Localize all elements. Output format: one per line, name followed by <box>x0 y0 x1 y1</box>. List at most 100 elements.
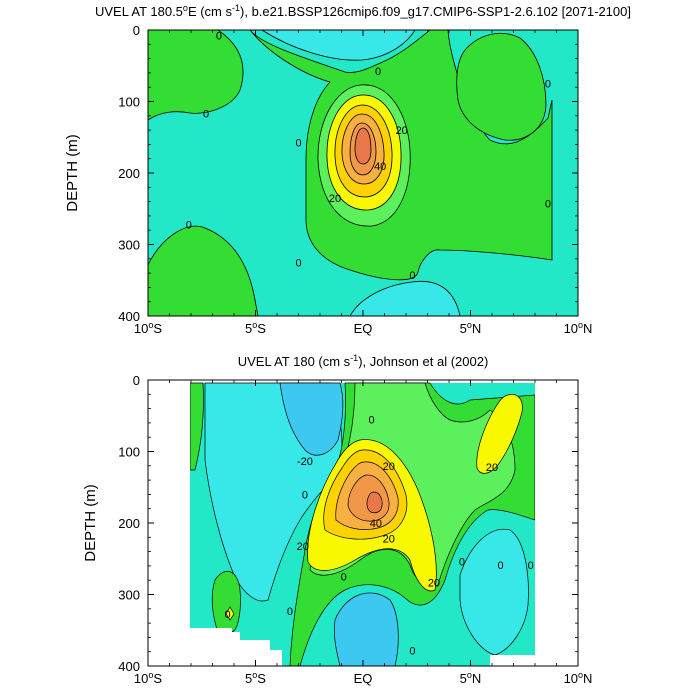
x-tick-deg: o <box>148 320 153 330</box>
contour-label: 0 <box>224 609 230 621</box>
contour-label: 0 <box>287 606 293 618</box>
region-west-green <box>189 382 204 471</box>
x-tick-hem: S <box>257 321 266 336</box>
contour-label: 0 <box>341 572 347 584</box>
x-tick-deg: o <box>252 670 257 680</box>
contour-label: 40 <box>374 161 386 173</box>
region-orange-4 <box>366 491 383 514</box>
x-tick-num: 5 <box>245 671 252 686</box>
region-yellow-east <box>476 394 523 474</box>
contour-label: -20 <box>297 456 313 468</box>
x-tick-deg: o <box>467 670 472 680</box>
x-tick-num: 5 <box>460 671 467 686</box>
contour-label: 20 <box>396 125 408 137</box>
x-tick-deg: o <box>578 670 583 680</box>
x-tick-label: 5oS <box>245 320 266 336</box>
missing-data-mask <box>148 380 282 666</box>
chart-title-bottom: UVEL AT 180 (cm s-1), Johnson et al (200… <box>238 353 489 369</box>
y-tick-label: 100 <box>118 95 140 110</box>
contour-fill-top <box>148 30 578 316</box>
x-tick-hem: S <box>153 321 162 336</box>
contour-label: 0 <box>545 199 551 211</box>
contour-label: 20 <box>297 541 309 553</box>
contour-label: 0 <box>295 137 301 149</box>
x-tick-label: EQ <box>354 321 373 336</box>
x-tick-label: 10oN <box>564 320 593 336</box>
contour-label: 20 <box>383 534 395 546</box>
x-tick-num: 10 <box>134 671 148 686</box>
contour-label: 0 <box>498 560 504 572</box>
region-west-lower <box>148 225 259 316</box>
region-cyan-deep-lower <box>334 592 399 666</box>
contour-label: 20 <box>383 461 395 473</box>
x-tick-deg: o <box>467 320 472 330</box>
region-cyan-deep <box>279 382 344 456</box>
region-aqua-east <box>459 528 529 656</box>
region-west-upper <box>148 30 244 121</box>
x-tick-hem: N <box>472 671 481 686</box>
region-cyan-bottom <box>349 280 461 316</box>
x-tick-num: 10 <box>134 321 148 336</box>
x-tick-deg: o <box>252 320 257 330</box>
x-tick-deg: o <box>148 670 153 680</box>
title-part: o <box>183 3 188 13</box>
contour-label: 0 <box>186 219 192 231</box>
x-tick-hem: S <box>257 671 266 686</box>
x-tick-num: 5 <box>245 321 252 336</box>
y-tick-label: 0 <box>133 23 140 38</box>
chart-title-top: UVEL AT 180.5oE (cm s-1), b.e21.BSSP126c… <box>95 3 631 19</box>
contour-label: 0 <box>409 645 415 657</box>
contour-label: 0 <box>375 66 381 78</box>
contour-label: 0 <box>369 414 375 426</box>
y-tick-label: 200 <box>118 166 140 181</box>
title-part: ), b.e21.BSSP126cmip6.f09_g17.CMIP6-SSP1… <box>240 4 631 19</box>
title-part: -1 <box>350 353 358 363</box>
title-part: -1 <box>232 3 240 13</box>
title-part: UVEL AT 180.5 <box>95 4 183 19</box>
y-tick-label: 200 <box>118 516 140 531</box>
x-tick-num: EQ <box>354 321 373 336</box>
title-part: ), Johnson et al (2002) <box>358 354 488 369</box>
contour-fill-bottom <box>148 380 578 666</box>
x-tick-hem: N <box>472 321 481 336</box>
contour-label: 0 <box>216 31 222 43</box>
contour-label: 0 <box>459 557 465 569</box>
contour-label: 0 <box>302 489 308 501</box>
missing-data-mask-east <box>490 380 578 666</box>
y-tick-label: 400 <box>118 309 140 324</box>
x-tick-label: 5oN <box>460 670 482 686</box>
x-tick-hem: N <box>583 671 592 686</box>
y-tick-label: 0 <box>133 373 140 388</box>
x-tick-hem: S <box>153 671 162 686</box>
region-jet-60 <box>354 127 372 165</box>
y-tick-label: 400 <box>118 659 140 674</box>
contour-label: 0 <box>528 560 534 572</box>
contour-labels-top: 0 0 0 0 0 0 0 0 0 20 20 40 <box>186 31 551 283</box>
x-tick-label: 10oS <box>134 670 162 686</box>
x-tick-num: 10 <box>564 321 578 336</box>
contour-label: 0 <box>203 109 209 121</box>
region-cyan-top <box>261 30 416 61</box>
title-part: UVEL AT 180 (cm s <box>238 354 351 369</box>
x-tick-label: 5oN <box>460 320 482 336</box>
x-tick-num: EQ <box>354 671 373 686</box>
region-west-yellow <box>225 606 235 621</box>
contour-label: 20 <box>329 193 341 205</box>
x-tick-label: 10oS <box>134 320 162 336</box>
contour-label: 0 <box>545 79 551 91</box>
contour-label: 20 <box>428 577 440 589</box>
y-axis-label-bottom: DEPTH (m) <box>82 484 99 562</box>
region-east-upper <box>456 32 547 141</box>
contour-label: 20 <box>486 462 498 474</box>
x-tick-label: 10oN <box>564 670 593 686</box>
x-tick-num: 10 <box>564 671 578 686</box>
x-tick-label: 5oS <box>245 670 266 686</box>
contour-label: 40 <box>370 518 382 530</box>
contour-label: 0 <box>295 257 301 269</box>
